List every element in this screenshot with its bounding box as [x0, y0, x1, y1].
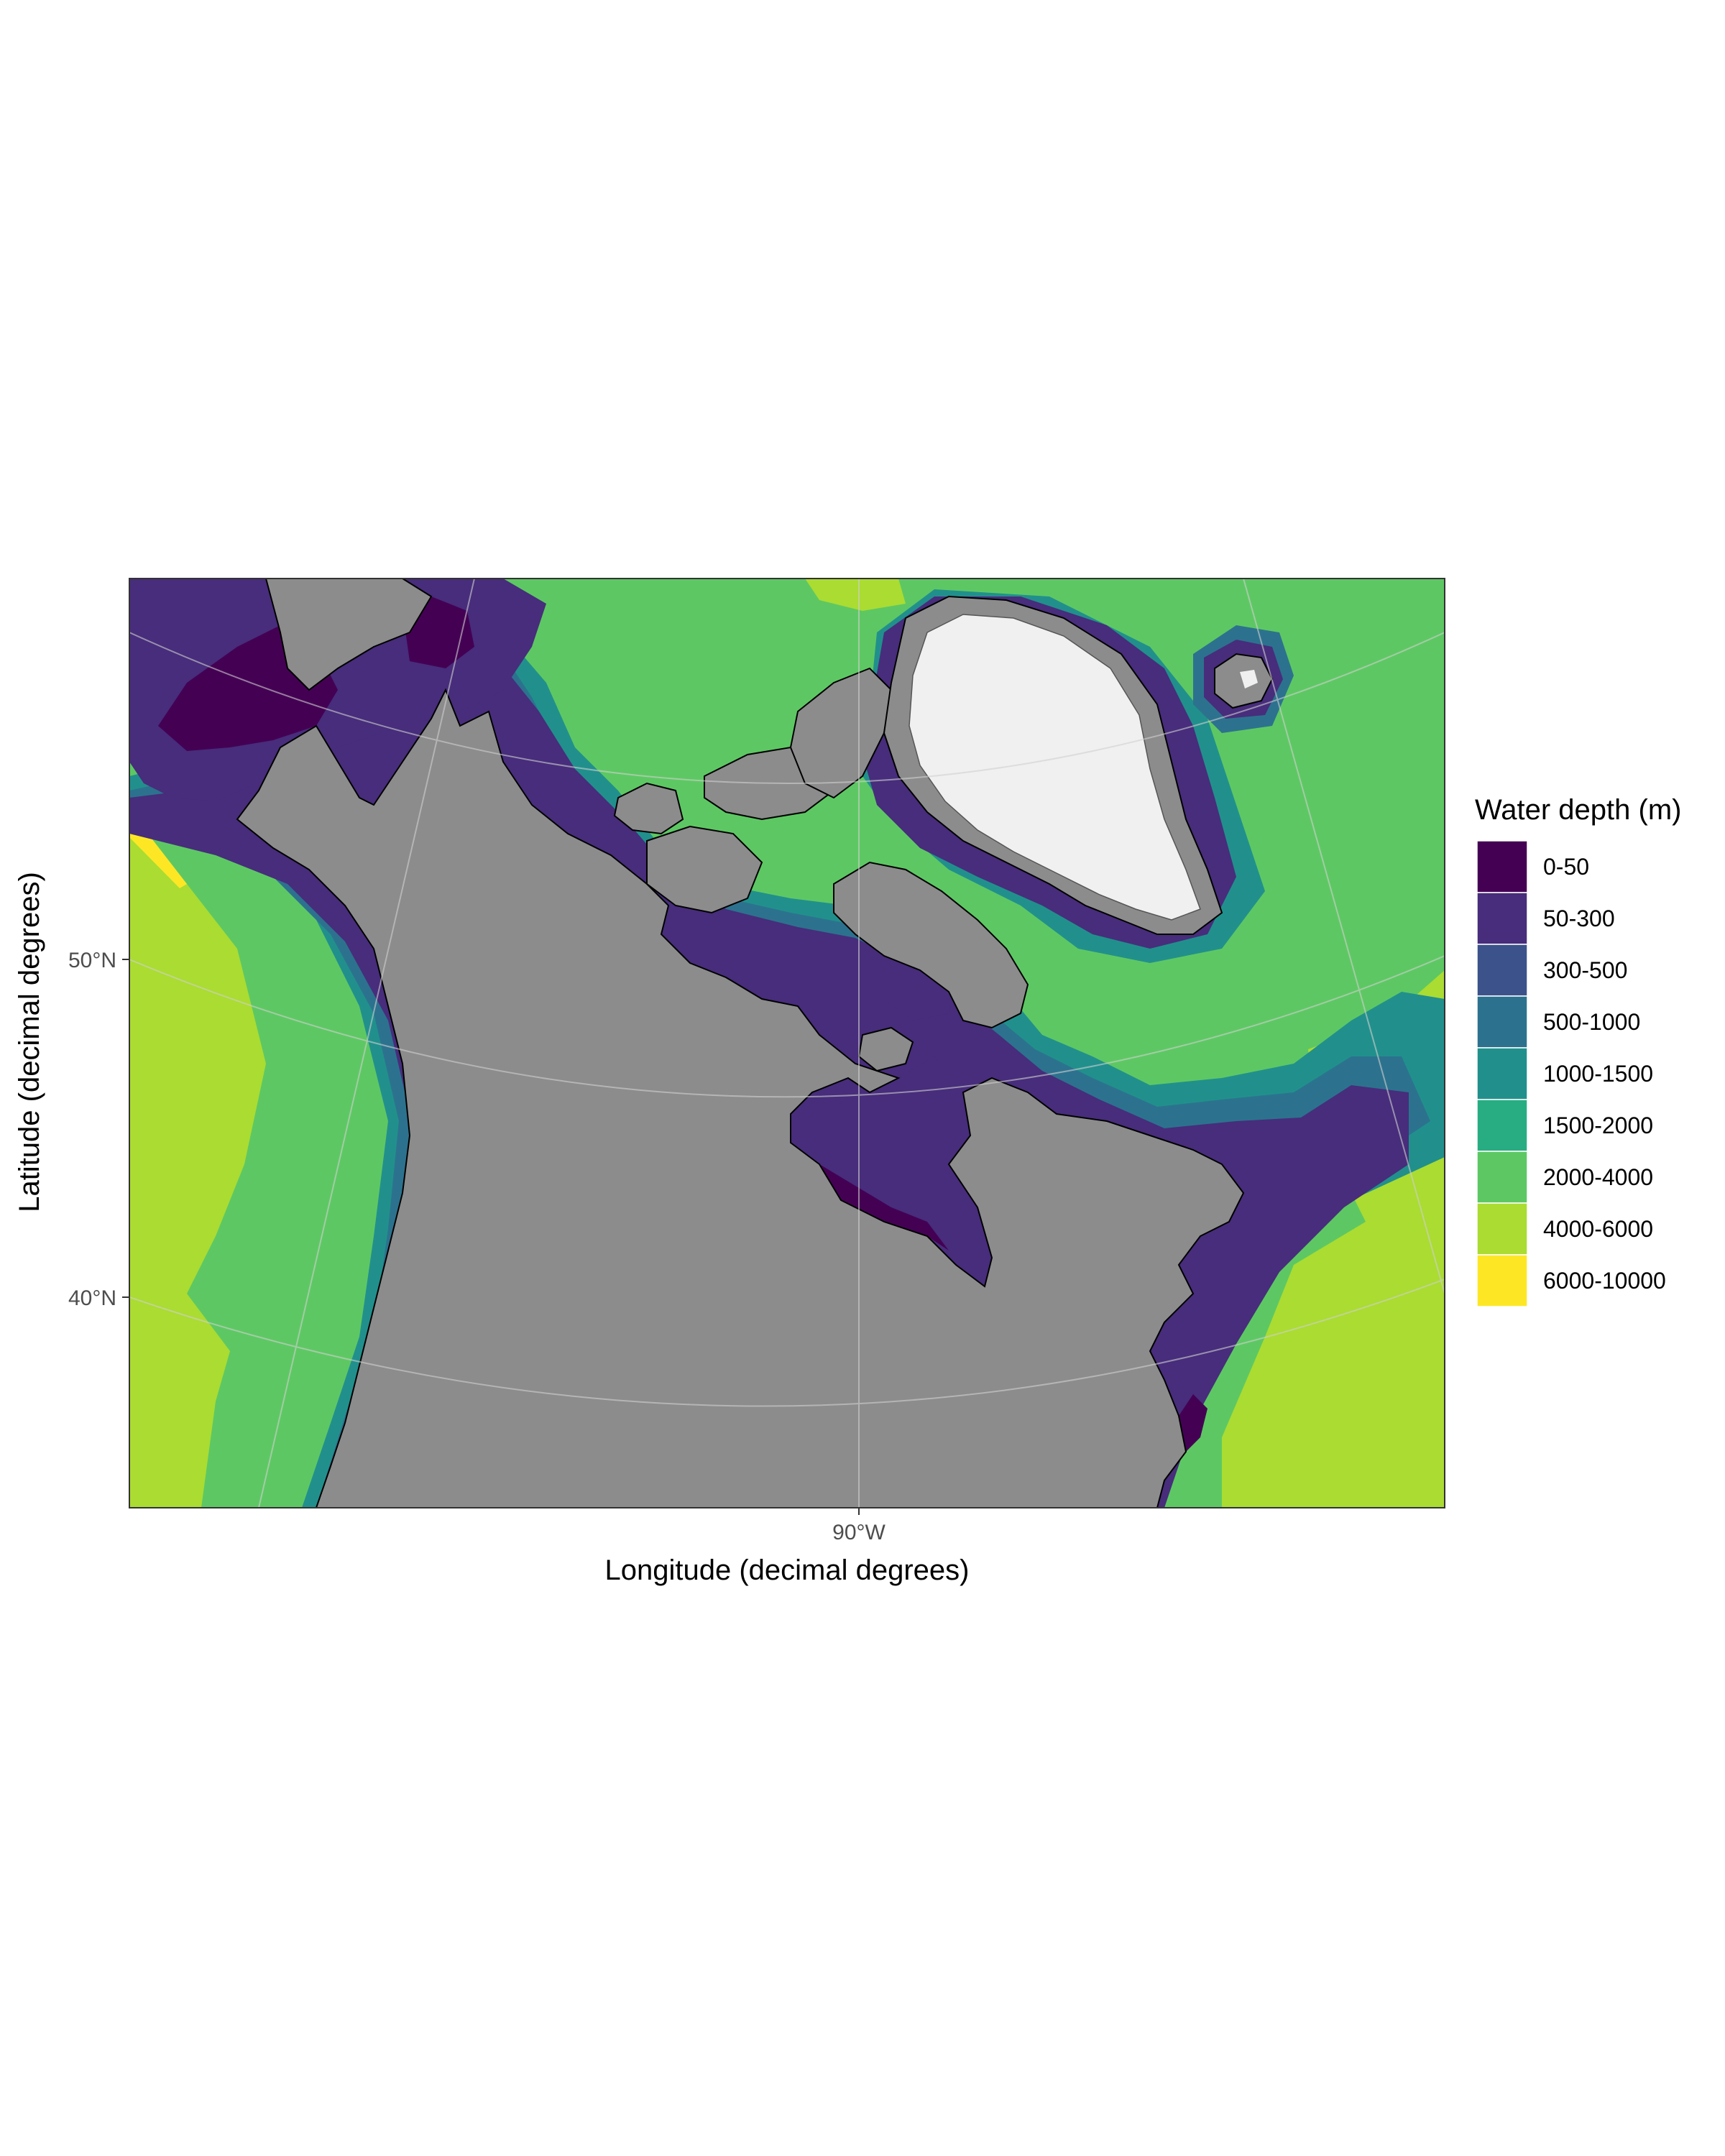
legend-label-4000-6000: 4000-6000: [1543, 1216, 1653, 1242]
y-tick-label: 40°N: [68, 1286, 116, 1310]
legend-label-0-50: 0-50: [1543, 854, 1589, 880]
james-bay-shallow: [819, 1164, 949, 1250]
graticule-parallel-60n: [129, 632, 1445, 784]
arctic-deep-basin: [805, 579, 906, 611]
graticule-meridian-east: [1243, 579, 1445, 1294]
x-tick-label: 90°W: [832, 1521, 886, 1544]
graticule: [129, 579, 1445, 1508]
legend-swatch-6000-10000: [1476, 1254, 1528, 1307]
x-axis: 90°W: [832, 1508, 886, 1544]
banks-island: [613, 782, 684, 835]
legend-label-1500-2000: 1500-2000: [1543, 1112, 1653, 1138]
legend-label-50-300: 50-300: [1543, 906, 1615, 931]
north-america-landmass: [236, 688, 1245, 1508]
legend-swatch-2000-4000: [1476, 1151, 1528, 1204]
map-panel-border: [129, 578, 1445, 1508]
hudson-bay: [791, 1056, 992, 1286]
map-panel: [129, 579, 1445, 1508]
legend-label-6000-10000: 6000-10000: [1543, 1268, 1666, 1294]
x-axis-title: Longitude (decimal degrees): [605, 1554, 970, 1586]
legend-label-500-1000: 500-1000: [1543, 1009, 1640, 1035]
pacific-abyssal-region: [129, 826, 266, 1508]
victoria-island: [646, 825, 763, 914]
baffin-island: [833, 861, 1029, 1029]
graticule-meridian-west: [258, 579, 475, 1508]
graticule-parallel-40n: [129, 1279, 1445, 1407]
siberia-land: [264, 579, 433, 691]
legend-swatch-0-50: [1476, 840, 1528, 893]
legend-swatch-300-500: [1476, 944, 1528, 997]
trench-deep-sliver: [129, 825, 187, 888]
greenland-ice-sheet: [908, 614, 1201, 921]
legend-swatch-50-300: [1476, 892, 1528, 945]
legend: Water depth (m) 0-50 50-300 300-500 500-100…: [1475, 794, 1681, 1307]
legend-swatch-1500-2000: [1476, 1099, 1528, 1152]
legend-title: Water depth (m): [1475, 794, 1681, 826]
graticule-parallel-50n: [129, 955, 1445, 1098]
legend-swatch-500-1000: [1476, 995, 1528, 1049]
legend-label-1000-1500: 1000-1500: [1543, 1061, 1653, 1087]
legend-swatch-1000-1500: [1476, 1047, 1528, 1100]
y-axis: 50°N 40°N: [68, 949, 129, 1310]
iceland-ice: [1240, 670, 1258, 688]
atlantic-nearshore: [1179, 1394, 1208, 1452]
y-axis-title: Latitude (decimal degrees): [14, 872, 45, 1212]
y-tick-label: 50°N: [68, 949, 116, 972]
legend-label-300-500: 300-500: [1543, 957, 1627, 983]
legend-label-2000-4000: 2000-4000: [1543, 1164, 1653, 1190]
ellesmere-island: [789, 667, 893, 799]
legend-swatch-4000-6000: [1476, 1202, 1528, 1256]
